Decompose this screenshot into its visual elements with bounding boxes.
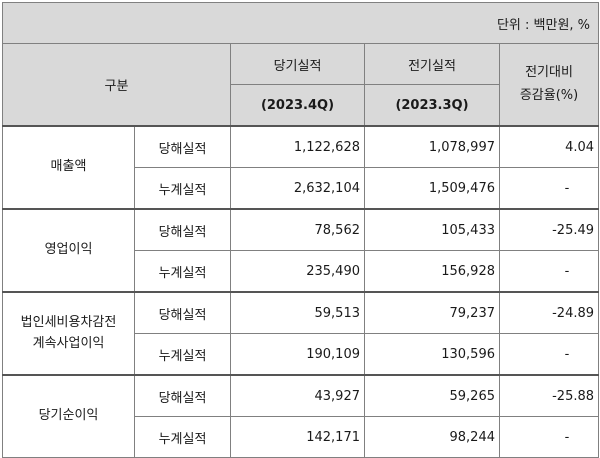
cell-current: 59,513	[230, 291, 365, 334]
cell-current: 142,171	[230, 416, 365, 458]
row-group-label: 매출액	[2, 125, 135, 210]
cell-previous: 156,928	[364, 250, 500, 293]
cell-previous: 130,596	[364, 333, 500, 376]
cell-current: 1,122,628	[230, 125, 365, 168]
cell-change: 4.04	[498, 125, 600, 168]
cell-current: 235,490	[230, 250, 365, 293]
row-sub-label: 당해실적	[134, 291, 231, 334]
cell-change: -	[498, 416, 600, 458]
group-label-line-1: 법인세비용차감전	[20, 314, 117, 330]
group-label-line-1: 당기순이익	[38, 408, 99, 424]
row-sub-label: 누계실적	[134, 416, 231, 458]
cell-change: -	[498, 167, 600, 210]
cell-previous: 79,237	[364, 291, 500, 334]
cell-current: 2,632,104	[230, 167, 365, 210]
header-current-label: 당기실적	[230, 43, 365, 85]
row-sub-label: 누계실적	[134, 167, 231, 210]
cell-current: 190,109	[230, 333, 365, 376]
group-label-line-1: 영업이익	[44, 242, 93, 258]
cell-change: -25.49	[498, 208, 600, 251]
cell-previous: 105,433	[364, 208, 500, 251]
row-sub-label: 누계실적	[134, 250, 231, 293]
row-group-label: 법인세비용차감전 계속사업이익	[2, 291, 135, 376]
cell-change: -25.88	[498, 374, 600, 417]
group-label-line-2: 계속사업이익	[32, 335, 105, 351]
cell-previous: 98,244	[364, 416, 500, 458]
cell-current: 43,927	[230, 374, 365, 417]
header-change: 전기대비 증감율(%)	[498, 43, 600, 127]
header-change-line-2: 증감율(%)	[519, 87, 579, 103]
cell-current: 78,562	[230, 208, 365, 251]
header-change-line-1: 전기대비	[525, 65, 573, 81]
group-label-line-1: 매출액	[50, 159, 87, 175]
cell-previous: 1,078,997	[364, 125, 500, 168]
header-current-period: (2023.4Q)	[230, 84, 365, 127]
cell-previous: 59,265	[364, 374, 500, 417]
cell-change: -24.89	[498, 291, 600, 334]
header-previous-period: (2023.3Q)	[364, 84, 500, 127]
row-sub-label: 당해실적	[134, 125, 231, 168]
cell-previous: 1,509,476	[364, 167, 500, 210]
row-sub-label: 누계실적	[134, 333, 231, 376]
row-group-label: 영업이익	[2, 208, 135, 293]
row-group-label: 당기순이익	[2, 374, 135, 458]
header-previous-label: 전기실적	[364, 43, 500, 85]
unit-caption: 단위 : 백만원, %	[1, 2, 600, 44]
row-sub-label: 당해실적	[134, 208, 231, 251]
cell-change: -	[498, 333, 600, 376]
cell-change: -	[498, 250, 600, 293]
header-category: 구분	[2, 43, 231, 127]
row-sub-label: 당해실적	[134, 374, 231, 417]
